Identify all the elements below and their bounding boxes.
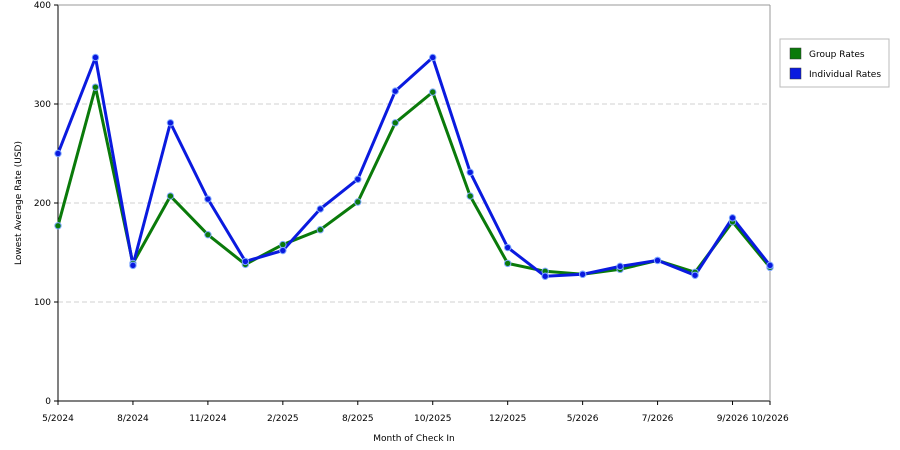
- data-point: [466, 192, 474, 200]
- series-layer: [54, 53, 774, 280]
- data-point: [54, 222, 62, 230]
- data-point: [578, 270, 587, 278]
- data-point: [653, 256, 662, 265]
- data-point: [391, 119, 399, 127]
- x-tick-label: 5/2026: [567, 414, 599, 424]
- x-tick-label: 7/2026: [642, 414, 674, 424]
- data-point: [316, 205, 325, 213]
- data-point: [91, 83, 100, 91]
- series-line-1: [56, 56, 772, 278]
- legend-swatch: [789, 67, 802, 80]
- data-point: [503, 243, 512, 252]
- data-point: [91, 53, 100, 62]
- x-tick-label: 11/2024: [189, 414, 227, 424]
- x-tick-label: 5/2024: [42, 414, 74, 424]
- data-point: [429, 88, 437, 96]
- x-tick-label: 9/2026: [717, 414, 749, 424]
- data-point: [541, 272, 549, 280]
- legend-swatch: [789, 47, 802, 60]
- data-point: [279, 246, 287, 255]
- data-point: [691, 271, 699, 279]
- data-point: [54, 149, 62, 158]
- x-tick-label: 10/2026: [751, 414, 789, 424]
- data-point: [166, 119, 175, 127]
- data-point: [204, 230, 212, 239]
- data-point: [429, 53, 437, 62]
- data-point: [616, 262, 624, 271]
- data-point: [466, 168, 474, 177]
- legend-label: Individual Rates: [809, 70, 881, 80]
- tick-labels: 0 100 200 300 400 5/2024 8/2024 11/2024 2/2025 8/…: [34, 1, 789, 424]
- legend-label: Group Rates: [809, 50, 865, 60]
- y-tick-label: 200: [34, 199, 51, 209]
- y-tick-label: 0: [45, 397, 51, 407]
- x-tick-label: 8/2025: [342, 414, 374, 424]
- x-tick-label: 12/2025: [489, 414, 526, 424]
- data-point: [766, 261, 774, 270]
- data-point: [166, 192, 175, 200]
- series-line-0: [56, 85, 772, 276]
- data-point: [204, 195, 212, 203]
- y-tick-label: 300: [34, 100, 51, 110]
- grid-lines: [58, 103, 770, 303]
- data-point: [391, 87, 399, 95]
- x-tick-label: 2/2025: [267, 414, 299, 424]
- legend: Group Rates Individual Rates: [779, 38, 890, 88]
- data-point: [728, 214, 737, 222]
- y-axis-label: Lowest Average Rate (USD): [14, 141, 24, 265]
- data-point: [241, 257, 250, 266]
- data-point: [316, 226, 325, 234]
- x-axis-label: Month of Check In: [373, 434, 455, 444]
- data-point: [354, 175, 362, 183]
- axes: [54, 4, 771, 405]
- data-point: [129, 261, 137, 270]
- x-tick-label: 8/2024: [117, 414, 149, 424]
- y-tick-label: 400: [34, 1, 51, 11]
- y-tick-label: 100: [34, 298, 51, 308]
- x-tick-label: 10/2025: [414, 414, 451, 424]
- data-point: [354, 198, 362, 206]
- data-point: [503, 259, 512, 268]
